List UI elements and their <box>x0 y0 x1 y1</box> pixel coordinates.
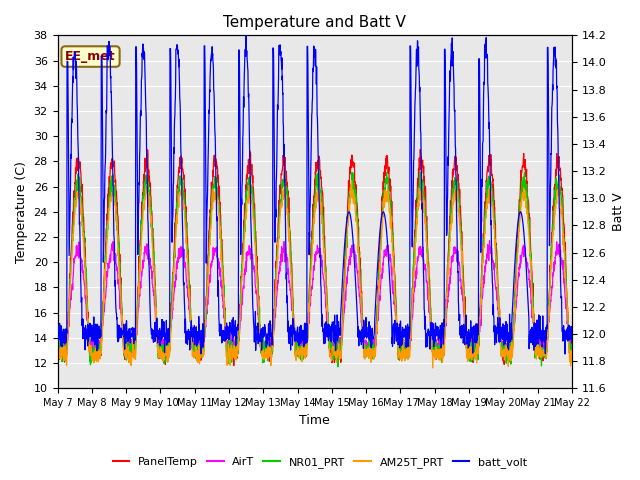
PanelTemp <box>554 157 561 163</box>
X-axis label: Time: Time <box>300 414 330 427</box>
NR01_PRT <box>315 168 323 173</box>
AM25T_PRT <box>568 348 576 353</box>
batt_volt <box>80 328 88 334</box>
AirT <box>554 246 561 252</box>
AM25T_PRT <box>429 365 436 371</box>
PanelTemp <box>54 339 61 345</box>
Y-axis label: Batt V: Batt V <box>612 192 625 231</box>
PanelTemp <box>417 146 424 152</box>
PanelTemp <box>568 348 576 354</box>
AM25T_PRT <box>554 188 561 193</box>
batt_volt <box>291 325 298 331</box>
NR01_PRT <box>80 232 88 238</box>
AirT <box>486 238 493 243</box>
Title: Temperature and Batt V: Temperature and Batt V <box>223 15 406 30</box>
NR01_PRT <box>568 338 576 344</box>
AM25T_PRT <box>80 241 88 247</box>
PanelTemp <box>304 329 312 335</box>
NR01_PRT <box>304 335 312 340</box>
batt_volt <box>561 351 569 357</box>
NR01_PRT <box>554 189 561 195</box>
batt_volt <box>54 331 61 337</box>
batt_volt <box>459 335 467 340</box>
PanelTemp <box>230 363 237 369</box>
AirT <box>568 336 576 342</box>
NR01_PRT <box>459 271 467 277</box>
batt_volt <box>553 83 561 89</box>
Line: PanelTemp: PanelTemp <box>58 149 572 366</box>
PanelTemp <box>554 165 561 171</box>
PanelTemp <box>459 264 467 270</box>
NR01_PRT <box>54 346 61 351</box>
AirT <box>290 327 298 333</box>
batt_volt <box>304 60 312 65</box>
Text: EE_met: EE_met <box>65 50 116 63</box>
NR01_PRT <box>554 182 561 188</box>
Y-axis label: Temperature (C): Temperature (C) <box>15 161 28 263</box>
Line: AirT: AirT <box>58 240 572 357</box>
NR01_PRT <box>290 324 298 330</box>
AirT <box>80 277 88 283</box>
Legend: PanelTemp, AirT, NR01_PRT, AM25T_PRT, batt_volt: PanelTemp, AirT, NR01_PRT, AM25T_PRT, ba… <box>108 452 532 472</box>
AM25T_PRT <box>304 338 312 344</box>
PanelTemp <box>291 322 298 328</box>
AM25T_PRT <box>54 355 61 361</box>
AM25T_PRT <box>554 192 561 197</box>
AirT <box>304 336 312 342</box>
batt_volt <box>568 340 576 346</box>
batt_volt <box>554 91 561 97</box>
AirT <box>54 342 61 348</box>
batt_volt <box>243 33 250 38</box>
AirT <box>399 354 406 360</box>
Line: batt_volt: batt_volt <box>58 36 572 354</box>
Line: AM25T_PRT: AM25T_PRT <box>58 181 572 368</box>
Line: NR01_PRT: NR01_PRT <box>58 170 572 367</box>
NR01_PRT <box>334 364 342 370</box>
AM25T_PRT <box>290 332 298 338</box>
AM25T_PRT <box>348 178 355 184</box>
PanelTemp <box>80 219 88 225</box>
AirT <box>459 297 467 303</box>
AM25T_PRT <box>459 285 467 291</box>
AirT <box>554 244 561 250</box>
